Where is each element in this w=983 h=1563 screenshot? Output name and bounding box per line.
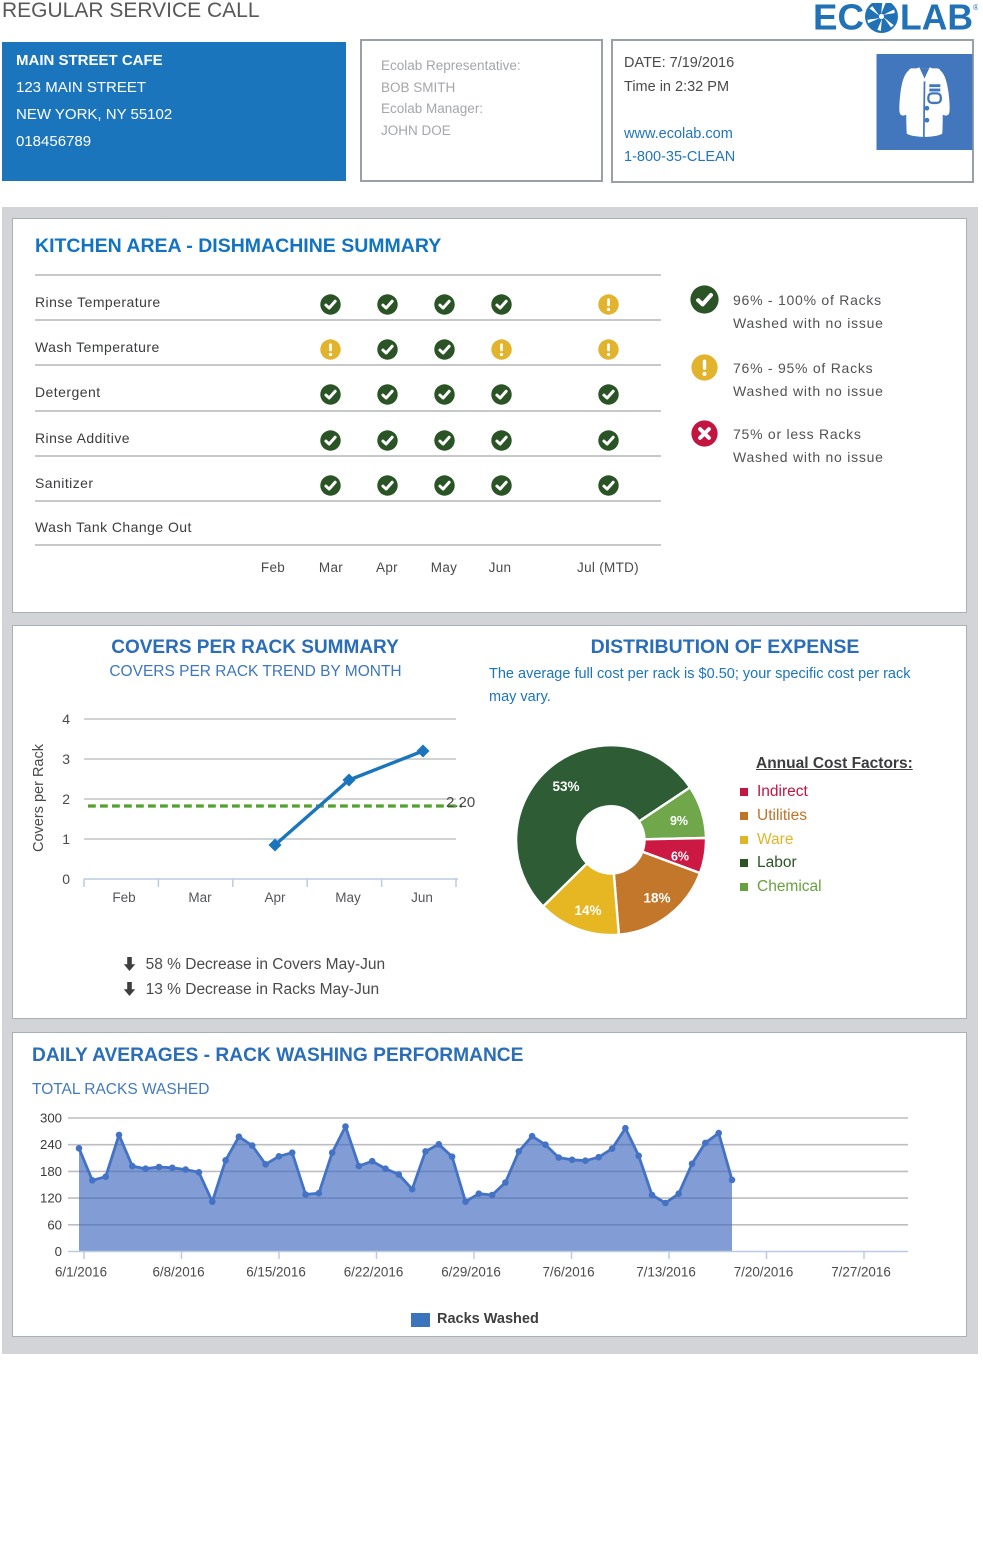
svg-text:6/1/2016: 6/1/2016 — [55, 1265, 107, 1280]
svg-text:300: 300 — [40, 1111, 62, 1126]
svg-text:Jun: Jun — [411, 890, 433, 905]
svg-text:Mar: Mar — [188, 890, 212, 905]
svg-text:7/13/2016: 7/13/2016 — [636, 1265, 696, 1280]
svg-text:0: 0 — [55, 1244, 62, 1259]
svg-text:6/8/2016: 6/8/2016 — [152, 1265, 204, 1280]
svg-text:120: 120 — [40, 1191, 62, 1206]
svg-text:7/27/2016: 7/27/2016 — [831, 1265, 891, 1280]
svg-text:18%: 18% — [643, 891, 670, 906]
svg-text:6%: 6% — [671, 850, 689, 864]
svg-text:53%: 53% — [552, 779, 579, 794]
svg-text:Feb: Feb — [112, 890, 135, 905]
svg-text:0: 0 — [62, 871, 70, 887]
svg-text:7/6/2016: 7/6/2016 — [542, 1265, 594, 1280]
svg-text:180: 180 — [40, 1164, 62, 1179]
svg-text:®: ® — [973, 3, 978, 12]
svg-text:May: May — [335, 890, 361, 905]
svg-text:LAB: LAB — [900, 3, 973, 35]
svg-text:3: 3 — [62, 751, 70, 767]
svg-text:60: 60 — [47, 1217, 62, 1232]
svg-text:6/29/2016: 6/29/2016 — [441, 1265, 501, 1280]
svg-text:1: 1 — [62, 831, 70, 847]
svg-text:2: 2 — [62, 791, 70, 807]
svg-text:6/15/2016: 6/15/2016 — [246, 1265, 306, 1280]
svg-text:EC: EC — [813, 3, 864, 35]
svg-text:7/20/2016: 7/20/2016 — [734, 1265, 794, 1280]
svg-text:Apr: Apr — [264, 890, 286, 905]
svg-text:14%: 14% — [574, 903, 601, 918]
svg-text:2.20: 2.20 — [446, 794, 475, 811]
svg-text:240: 240 — [40, 1137, 62, 1152]
svg-text:6/22/2016: 6/22/2016 — [344, 1265, 404, 1280]
svg-text:9%: 9% — [670, 814, 688, 828]
svg-text:4: 4 — [62, 711, 70, 727]
